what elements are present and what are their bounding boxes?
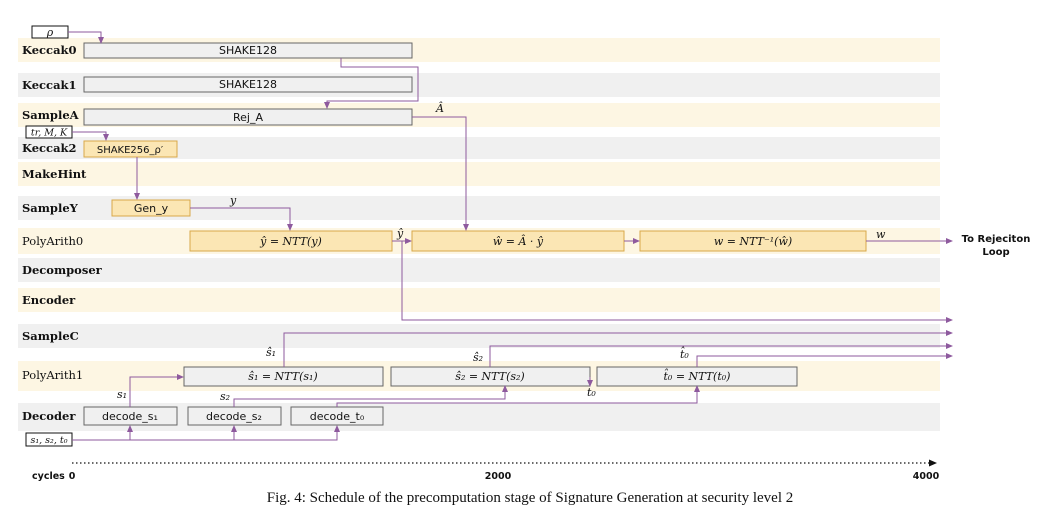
- signal-labels: Â y ŷ w ŝ₁ ŝ₂ t̂₀ s₁ s₂ t₀: [117, 101, 886, 403]
- arrow-decoder-in: [72, 425, 340, 441]
- lane-label-encoder: Encoder: [22, 293, 76, 307]
- lane-label-sampley: SampleY: [22, 201, 79, 215]
- signal-t0: t₀: [587, 386, 596, 399]
- dependency-arrows: [68, 31, 953, 441]
- w-hat-label: ŵ = Â · ŷ: [493, 234, 544, 248]
- ntt-t0-label: t̂₀ = NTT(t₀): [664, 369, 731, 383]
- arrow-s2hat: [489, 343, 953, 367]
- arrow-t0: [336, 385, 700, 407]
- arrow-keccak0-keccak1: [324, 58, 419, 109]
- output-note-line2: Loop: [982, 247, 1009, 258]
- axis-label: cycles: [32, 471, 65, 482]
- lane-bg-keccak2: [18, 137, 940, 159]
- lane-label-samplec: SampleC: [22, 329, 79, 343]
- signal-w: w: [876, 228, 886, 241]
- signal-s2hat: ŝ₂: [473, 351, 483, 364]
- shake256-box: [83, 140, 178, 158]
- lane-label-decomposer: Decomposer: [22, 263, 103, 277]
- w-label: w = NTT⁻¹(ŵ): [714, 235, 792, 248]
- arrow-keccak2-in: [72, 131, 109, 141]
- arrow-s1: [129, 374, 184, 407]
- signal-ahat: Â: [435, 101, 444, 115]
- input-keccak2: tr, M, K: [31, 128, 68, 139]
- schedule-diagram: Keccak0 Keccak1 SampleA Keccak2 MakeHint…: [18, 25, 1031, 482]
- arrow-s1hat: [283, 330, 953, 367]
- decode-s2-label: decode_s₂: [206, 410, 262, 423]
- arrow-ahat: [412, 116, 469, 231]
- cycles-axis: cycles 0 2000 4000: [32, 459, 940, 482]
- task-boxes: SHAKE128 SHAKE128 Rej_A SHAKE256_ρ′ Gen_…: [83, 42, 867, 426]
- shake128-0-label: SHAKE128: [219, 44, 277, 57]
- arrow-y: [190, 207, 293, 231]
- arrow-rho-keccak0: [68, 31, 104, 44]
- shake128-1-label: SHAKE128: [219, 78, 277, 91]
- gen-y-label: Gen_y: [134, 202, 169, 215]
- lane-label-keccak1: Keccak1: [22, 78, 77, 92]
- signal-s2: s₂: [220, 390, 230, 403]
- signal-yhat: ŷ: [396, 227, 404, 240]
- input-rho: ρ: [46, 26, 54, 39]
- input-decoder: s₁, s₂, t₀: [30, 435, 67, 446]
- lane-bg-makehint: [18, 162, 940, 186]
- lane-bg-samplec: [18, 324, 940, 348]
- shake256-label: SHAKE256_ρ′: [97, 145, 164, 156]
- shake128-0-box: [83, 42, 413, 59]
- output-note-line1: To Rejeciton: [962, 234, 1031, 245]
- ntt-s2-label: ŝ₂ = NTT(s₂): [455, 370, 524, 383]
- arrow-t0hat: [696, 353, 953, 367]
- lane-labels: Keccak0 Keccak1 SampleA Keccak2 MakeHint…: [22, 43, 103, 423]
- shake128-1-box: [83, 76, 413, 93]
- signal-s1hat: ŝ₁: [266, 346, 276, 359]
- lane-label-makehint: MakeHint: [22, 167, 87, 181]
- ntt-y-label: ŷ = NTT(y): [259, 235, 322, 248]
- axis-tick-0: 0: [69, 471, 76, 482]
- signal-t0hat: t̂₀: [680, 347, 689, 361]
- lane-bg-decomposer: [18, 258, 940, 282]
- axis-tick-2000: 2000: [485, 471, 512, 482]
- lane-label-polyarith0: PolyArith0: [22, 234, 83, 248]
- lane-label-keccak2: Keccak2: [22, 141, 77, 155]
- arrow-yhat-branch: [401, 241, 953, 323]
- signal-s1: s₁: [117, 388, 127, 401]
- decode-t0-label: decode_t₀: [310, 410, 365, 423]
- ntt-s1-label: ŝ₁ = NTT(s₁): [248, 370, 317, 383]
- signal-y: y: [229, 194, 237, 207]
- rej-label: Rej_A: [233, 111, 263, 124]
- lane-label-samplea: SampleA: [22, 108, 80, 122]
- lane-bg-encoder: [18, 288, 940, 312]
- decode-s1-label: decode_s₁: [102, 410, 158, 423]
- arrow-s2: [233, 385, 508, 407]
- lane-label-keccak0: Keccak0: [22, 43, 77, 57]
- axis-tick-4000: 4000: [913, 471, 940, 482]
- lane-label-decoder: Decoder: [22, 409, 76, 423]
- lane-label-polyarith1: PolyArith1: [22, 368, 83, 382]
- figure-caption: Fig. 4: Schedule of the precomputation s…: [266, 490, 794, 506]
